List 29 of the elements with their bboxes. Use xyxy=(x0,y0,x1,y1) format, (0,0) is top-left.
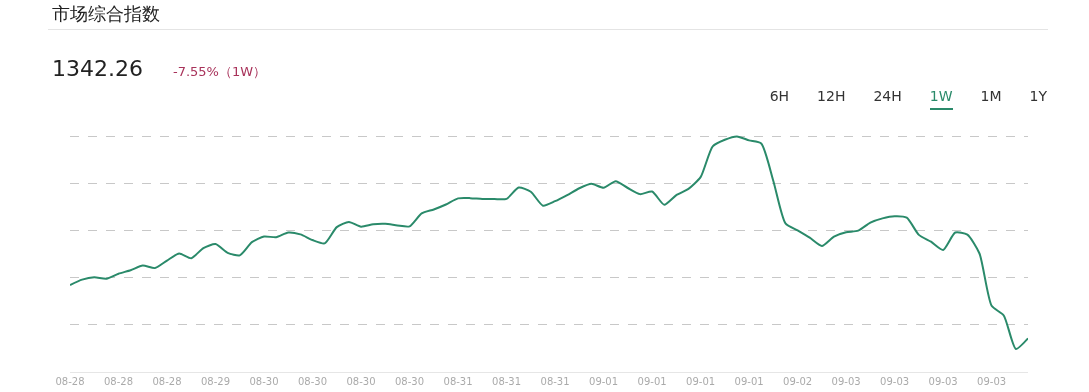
text: 1W xyxy=(929,88,953,110)
text: 1M xyxy=(980,88,1002,106)
x-tick-label: 09-01 xyxy=(637,376,667,387)
x-tick-label: 08-30 xyxy=(298,376,328,387)
x-tick-label: 08-30 xyxy=(395,376,425,387)
x-tick-label: 08-28 xyxy=(103,376,134,387)
text: 6H xyxy=(769,88,790,106)
x-tick-label: 08-30 xyxy=(346,376,376,387)
x-tick-label: 09-01 xyxy=(734,376,764,387)
x-tick-label: 09-01 xyxy=(589,376,619,387)
x-tick-label: 09-03 xyxy=(880,376,910,387)
x-tick-label: 08-28 xyxy=(55,376,85,387)
x-tick-label: 09-03 xyxy=(928,376,958,387)
text: 1342.26 xyxy=(52,56,143,81)
text: 12H xyxy=(817,88,846,106)
x-tick-label: 08-30 xyxy=(249,376,279,387)
text: 24H xyxy=(873,88,902,106)
x-tick-label: 08-31 xyxy=(540,376,570,387)
x-tick-label: 09-01 xyxy=(686,376,716,387)
text: 1Y xyxy=(1029,88,1047,106)
x-tick-label: 08-31 xyxy=(492,376,522,387)
chart-title: 市场综合指数 xyxy=(52,2,160,26)
text: -7.55%（1W） xyxy=(172,63,267,81)
x-tick-label: 08-31 xyxy=(443,376,473,387)
x-tick-label: 09-03 xyxy=(831,376,861,387)
x-tick-label: 09-02 xyxy=(783,376,813,387)
x-tick-label: 09-03 xyxy=(977,376,1007,387)
x-tick-label: 08-28 xyxy=(152,376,182,387)
x-tick-label: 08-29 xyxy=(200,376,231,387)
